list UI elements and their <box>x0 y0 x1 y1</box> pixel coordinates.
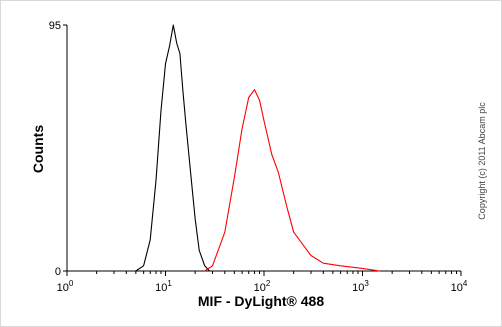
x-tick-exponent: 3 <box>364 279 369 288</box>
histogram-series-2 <box>204 89 380 272</box>
y-tick-label: 95 <box>49 20 61 32</box>
x-tick-label: 104 <box>451 279 468 294</box>
x-tick-label: 101 <box>155 279 172 294</box>
y-axis-title: Counts <box>30 125 46 173</box>
x-tick-exponent: 0 <box>69 279 74 288</box>
copyright-notice: Copyright (c) 2011 Abcam plc <box>477 102 487 220</box>
x-tick-label: 103 <box>352 279 369 294</box>
x-axis-title: MIF - DyLight® 488 <box>198 293 324 309</box>
x-tick-label: 102 <box>254 279 271 294</box>
y-tick-label: 0 <box>55 266 61 278</box>
x-tick-exponent: 1 <box>167 279 172 288</box>
x-tick-label: 100 <box>57 279 74 294</box>
x-tick-exponent: 2 <box>266 279 271 288</box>
x-tick-exponent: 4 <box>463 279 468 288</box>
histogram-series-1 <box>135 24 210 272</box>
